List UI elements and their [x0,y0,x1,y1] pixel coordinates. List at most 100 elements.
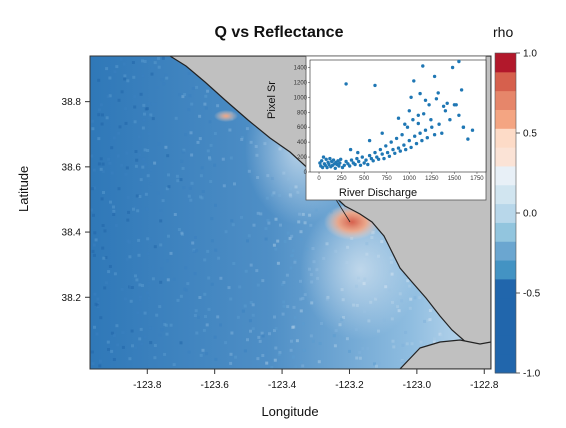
scatter-point [407,138,411,143]
inset-y-tick-label: 600 [297,125,308,131]
inset-x-tick-label: 750 [382,176,393,182]
colorbar-segment [495,90,516,110]
colorbar-tick-label: 1.0 [523,49,537,60]
inset-scatter-panel: 0 250 500 750 1000 1250 1500 1750 0 200 400 600 800… [266,55,487,201]
scatter-point [324,157,328,161]
inset-points [318,59,475,170]
scatter-point [404,147,408,152]
colorbar-segment [495,241,516,261]
scatter-point [366,162,370,167]
scatter-point [382,156,386,161]
inset-y-axis-label: Pixel Sr [266,81,278,119]
scatter-point [450,65,455,70]
scatter-point [327,162,331,167]
scatter-point [380,152,384,156]
scatter-point [396,116,401,120]
inset-x-tick-label: 1000 [403,176,417,182]
y-tick-label: 38.6 [62,162,82,173]
scatter-point [470,128,475,132]
map-x-ticks: -123.8 -123.6 -123.4 -123.2 -123.0 -122.8 [133,369,499,391]
scatter-point [398,149,402,153]
colorbar-segment [495,53,516,73]
scatter-point [331,158,336,162]
scatter-point [403,122,407,126]
colorbar-tick-label: -1.0 [523,369,541,380]
inset-y-tick-label: 1000 [294,95,308,101]
scatter-point [353,162,357,167]
scatter-point [344,159,348,164]
colorbar-segment [495,71,516,92]
scatter-point [348,147,353,152]
scatter-point [337,164,341,168]
inset-x-tick-label: 250 [337,176,348,182]
scatter-point [320,165,325,170]
inset-x-tick-label: 1750 [470,176,484,182]
scatter-point [437,122,441,126]
colorbar-tick-label: 0.5 [523,129,537,140]
colorbar-segment [495,260,516,280]
scatter-point [414,141,419,146]
scatter-point [320,159,324,163]
scatter-point [459,88,464,92]
scatter-point [391,147,395,152]
scatter-point [380,131,384,135]
colorbar-segment [495,297,516,318]
scatter-point [429,118,433,122]
scatter-point [342,163,346,167]
scatter-point [362,161,366,165]
inset-y-tick-label: 400 [297,140,308,146]
colorbar-segment [495,222,516,242]
scatter-point [357,159,361,164]
scatter-point [461,125,466,129]
colorbar-segment [495,278,516,299]
map-y-ticks: 38.2 38.4 38.6 38.8 [62,97,90,304]
scatter-point [396,146,401,150]
scatter-point [422,112,426,116]
scatter-point [418,131,422,135]
y-tick-label: 38.8 [62,97,82,108]
inset-x-tick-label: 0 [317,176,321,182]
scatter-point [402,143,406,147]
scatter-point [378,147,383,152]
x-tick-label: -123.6 [201,380,230,391]
inset-y-tick-label: 200 [297,155,308,161]
scatter-point [338,161,342,165]
scatter-point [371,159,375,163]
scatter-point [333,166,337,170]
scatter-point [448,118,452,122]
scatter-point [356,150,360,155]
colorbar-segment [495,147,516,167]
scatter-point [466,137,470,141]
scatter-point [407,109,411,113]
scatter-point [413,134,417,138]
x-tick-label: -123.0 [403,380,432,391]
colorbar-segment [495,109,516,129]
scatter-point [412,79,416,83]
scatter-point [373,83,377,88]
scatter-point [389,140,393,144]
scatter-point [394,136,399,141]
scatter-point [421,64,425,68]
y-tick-label: 38.2 [62,293,82,304]
scatter-point [416,113,420,118]
inset-y-ticks: 0 200 400 600 800 1000 1200 1400 [294,65,310,176]
scatter-point [349,158,354,162]
inset-y-tick-label: 0 [304,170,308,176]
scatter-point [405,125,410,129]
scatter-point [418,91,422,96]
inset-x-tick-label: 1250 [425,176,439,182]
scatter-point [321,155,326,159]
map-frame [89,55,492,370]
inset-y-tick-label: 1400 [294,65,308,71]
x-axis-label: Longitude [261,404,319,419]
scatter-point [454,103,458,107]
scatter-point [423,128,428,132]
colorbar-segment [495,203,516,223]
scatter-point [445,101,449,106]
colorbar-label: rho [493,24,514,40]
y-tick-label: 38.4 [62,228,82,239]
chart-title: Q vs Reflectance [214,24,344,41]
scatter-point [376,157,381,161]
scatter-point [367,138,372,143]
scatter-point [423,98,428,103]
